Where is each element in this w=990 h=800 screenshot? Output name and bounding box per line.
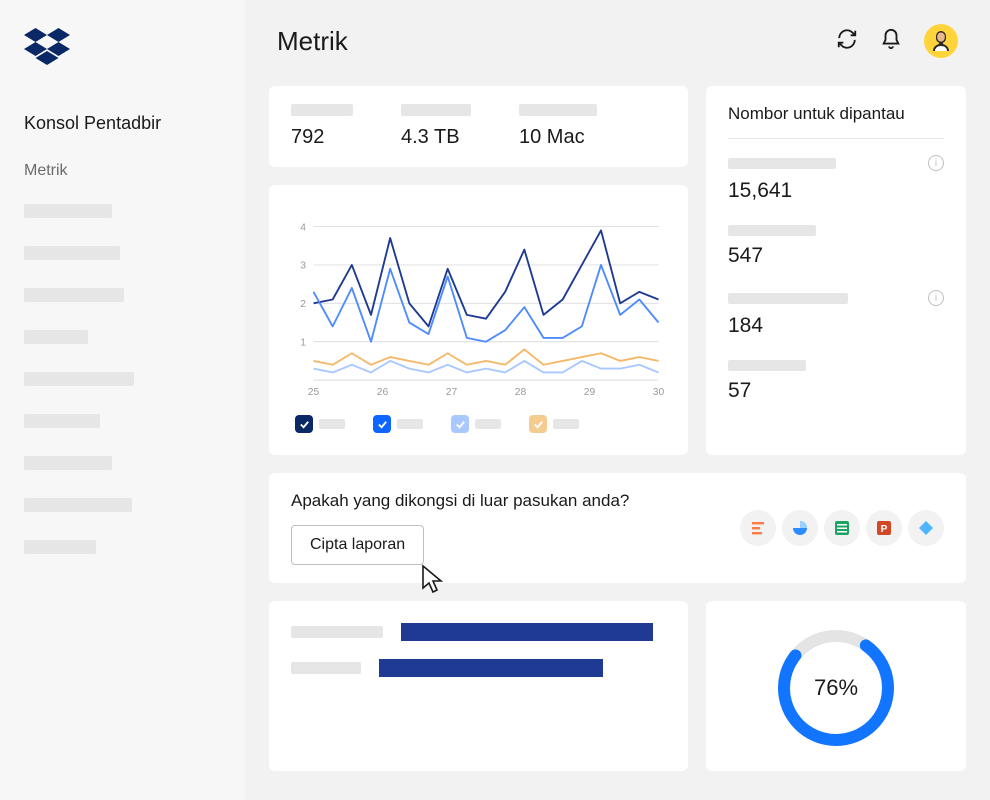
metric-value: 15,641 (728, 179, 944, 203)
legend-checkbox[interactable] (529, 415, 547, 433)
sidebar-title: Konsol Pentadbir (24, 113, 221, 134)
stats-card: 792 4.3 TB 10 Mac (269, 86, 688, 167)
legend-item[interactable] (529, 415, 579, 433)
watch-title: Nombor untuk dipantau (728, 104, 944, 124)
svg-text:25: 25 (308, 387, 320, 398)
legend-label-placeholder (397, 419, 423, 429)
stat-value: 792 (291, 126, 353, 149)
legend-item[interactable] (295, 415, 345, 433)
legend-label-placeholder (553, 419, 579, 429)
svg-text:27: 27 (446, 387, 458, 398)
metric-value: 57 (728, 379, 944, 403)
svg-text:30: 30 (653, 387, 665, 398)
slides-icon[interactable]: P (866, 510, 902, 546)
report-question: Apakah yang dikongsi di luar pasukan and… (291, 491, 629, 511)
watch-metric: 57 (728, 360, 944, 403)
legend-checkbox[interactable] (373, 415, 391, 433)
sidebar-item-placeholder[interactable] (24, 204, 112, 218)
legend-item[interactable] (373, 415, 423, 433)
svg-text:28: 28 (515, 387, 527, 398)
metric-label-placeholder (728, 158, 836, 169)
sidebar-item-placeholder[interactable] (24, 372, 134, 386)
main-content: Metrik (245, 0, 990, 800)
topbar: Metrik (269, 24, 966, 58)
line-chart: 1 2 3 4 25 26 27 28 29 30 (291, 207, 666, 407)
sidebar-item-placeholder[interactable] (24, 540, 96, 554)
divider (728, 138, 944, 139)
metric-label-placeholder (728, 225, 816, 236)
svg-text:3: 3 (300, 261, 306, 272)
doc-lines-icon[interactable] (740, 510, 776, 546)
info-icon[interactable]: i (928, 290, 944, 306)
create-report-button[interactable]: Cipta laporan (291, 525, 424, 565)
bar-row (291, 659, 666, 677)
bar-chart-card (269, 601, 688, 771)
create-report-label: Cipta laporan (310, 536, 405, 553)
bar-fill (379, 659, 603, 677)
donut-chart-card: 76% (706, 601, 966, 771)
topbar-actions (836, 24, 958, 58)
legend-label-placeholder (475, 419, 501, 429)
metric-label-placeholder (728, 293, 848, 304)
bar-row (291, 623, 666, 641)
sidebar-item-metrik[interactable]: Metrik (24, 162, 221, 180)
sidebar-item-placeholder[interactable] (24, 414, 100, 428)
legend-item[interactable] (451, 415, 501, 433)
line-chart-card: 1 2 3 4 25 26 27 28 29 30 (269, 185, 688, 455)
sidebar-item-placeholder[interactable] (24, 288, 124, 302)
info-icon[interactable]: i (928, 155, 944, 171)
watch-metric: 547 (728, 225, 944, 268)
sheet-icon[interactable] (824, 510, 860, 546)
bar-fill (401, 623, 653, 641)
stat-block: 4.3 TB (401, 104, 471, 149)
bar-label-placeholder (291, 626, 383, 638)
legend-checkbox[interactable] (451, 415, 469, 433)
cursor-icon (420, 564, 448, 596)
watch-metric: i 15,641 (728, 155, 944, 203)
refresh-icon[interactable] (836, 28, 858, 55)
svg-text:26: 26 (377, 387, 389, 398)
stat-label-placeholder (291, 104, 353, 116)
page-title: Metrik (277, 26, 348, 57)
watch-numbers-card: Nombor untuk dipantau i 15,641 547 i 184 57 (706, 86, 966, 455)
legend-label-placeholder (319, 419, 345, 429)
sidebar-item-placeholder[interactable] (24, 330, 88, 344)
metric-value: 547 (728, 244, 944, 268)
sidebar: Konsol Pentadbir Metrik (0, 0, 245, 800)
report-card: Apakah yang dikongsi di luar pasukan and… (269, 473, 966, 583)
avatar[interactable] (924, 24, 958, 58)
bar-label-placeholder (291, 662, 361, 674)
legend-checkbox[interactable] (295, 415, 313, 433)
chart-legend (291, 415, 666, 433)
stat-block: 10 Mac (519, 104, 597, 149)
sidebar-item-placeholder[interactable] (24, 246, 120, 260)
svg-text:1: 1 (300, 337, 306, 348)
stat-block: 792 (291, 104, 353, 149)
stat-label-placeholder (519, 104, 597, 116)
sidebar-item-placeholder[interactable] (24, 498, 132, 512)
svg-text:29: 29 (584, 387, 596, 398)
dropbox-logo-icon[interactable] (24, 28, 221, 73)
metric-label-placeholder (728, 360, 806, 371)
sidebar-placeholder-list (24, 204, 221, 554)
donut-percent-label: 76% (814, 675, 858, 701)
pie-icon[interactable] (782, 510, 818, 546)
svg-text:2: 2 (300, 299, 306, 310)
stat-value: 4.3 TB (401, 126, 471, 149)
file-type-icons: P (740, 510, 944, 546)
svg-text:P: P (881, 524, 888, 535)
sidebar-item-placeholder[interactable] (24, 456, 112, 470)
watch-metric: i 184 (728, 290, 944, 338)
stat-value: 10 Mac (519, 126, 597, 149)
diamond-icon[interactable] (908, 510, 944, 546)
metric-value: 184 (728, 314, 944, 338)
bell-icon[interactable] (880, 28, 902, 55)
stat-label-placeholder (401, 104, 471, 116)
svg-text:4: 4 (300, 222, 306, 233)
